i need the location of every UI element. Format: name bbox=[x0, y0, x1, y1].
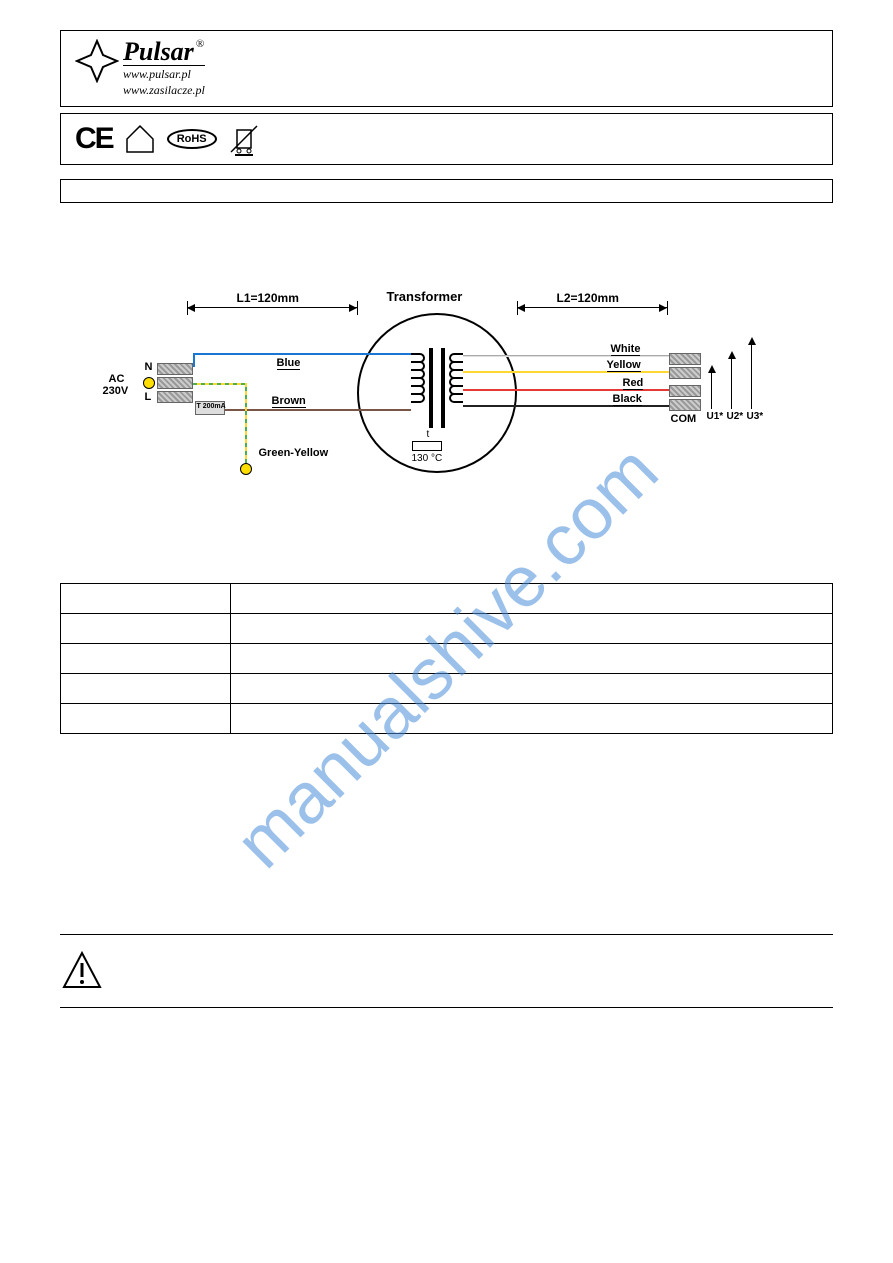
wire-brown-label: Brown bbox=[272, 395, 306, 408]
registered-mark: ® bbox=[196, 38, 204, 50]
dim-tick-4 bbox=[667, 301, 668, 315]
warning-section bbox=[60, 934, 833, 1008]
230v-label: 230V bbox=[103, 385, 129, 397]
n-label: N bbox=[145, 361, 153, 373]
wire-white-label: White bbox=[611, 343, 641, 356]
dimension-label-l1: L1=120mm bbox=[237, 291, 299, 305]
fuse-rating-label: T 200mA bbox=[197, 403, 226, 410]
wire-green-yellow-h bbox=[193, 383, 247, 385]
dim-tick-1 bbox=[187, 301, 188, 315]
wire-blue-label: Blue bbox=[277, 357, 301, 370]
brand-url-2: www.zasilacze.pl bbox=[123, 82, 205, 98]
dimension-arrow-l1 bbox=[187, 307, 357, 308]
table-cell bbox=[61, 704, 231, 734]
table-cell bbox=[61, 644, 231, 674]
wire-green-yellow-v bbox=[245, 383, 247, 463]
logo-text-block: Pulsar® www.pulsar.pl www.zasilacze.pl bbox=[123, 39, 205, 98]
brand-label: Pulsar bbox=[123, 37, 194, 66]
section-heading-bar bbox=[60, 179, 833, 203]
wire-blue-v bbox=[193, 353, 195, 367]
wire-red-label: Red bbox=[623, 377, 644, 390]
u3-arrow-icon bbox=[751, 343, 752, 409]
l-label: L bbox=[145, 391, 152, 403]
dim-tick-2 bbox=[357, 301, 358, 315]
table-cell bbox=[230, 704, 832, 734]
compliance-box: CE RoHS bbox=[60, 113, 833, 165]
thermal-fuse-icon bbox=[412, 441, 442, 451]
wire-green-yellow-label: Green-Yellow bbox=[259, 447, 329, 459]
header-box: Pulsar® www.pulsar.pl www.zasilacze.pl bbox=[60, 30, 833, 107]
table-row bbox=[61, 644, 833, 674]
parameter-table bbox=[60, 583, 833, 734]
wire-black-label: Black bbox=[613, 393, 642, 406]
pulsar-star-icon bbox=[75, 39, 119, 83]
table-cell bbox=[61, 584, 231, 614]
house-icon bbox=[123, 122, 157, 156]
table-cell bbox=[230, 614, 832, 644]
table-cell bbox=[230, 584, 832, 614]
table-cell bbox=[61, 674, 231, 704]
transformer-label: Transformer bbox=[387, 289, 463, 304]
primary-coil-icon bbox=[411, 353, 425, 401]
table-row bbox=[61, 584, 833, 614]
table-row bbox=[61, 674, 833, 704]
ce-mark-icon: CE bbox=[75, 122, 113, 156]
u3-label: U3* bbox=[747, 411, 764, 422]
com-label: COM bbox=[671, 413, 697, 425]
wire-brown bbox=[225, 409, 411, 411]
terminal-n-block bbox=[157, 363, 193, 375]
terminal-out-2 bbox=[669, 367, 701, 379]
wire-yellow-label: Yellow bbox=[607, 359, 641, 372]
rohs-badge: RoHS bbox=[167, 129, 217, 149]
thermal-temp-label: 130 °C bbox=[412, 453, 443, 464]
table-row bbox=[61, 704, 833, 734]
table-row bbox=[61, 614, 833, 644]
table-cell bbox=[230, 644, 832, 674]
table-cell bbox=[230, 674, 832, 704]
terminal-l-block bbox=[157, 391, 193, 403]
u2-arrow-icon bbox=[731, 357, 732, 409]
u1-label: U1* bbox=[707, 411, 724, 422]
terminal-out-1 bbox=[669, 353, 701, 365]
dimension-arrow-l2 bbox=[517, 307, 667, 308]
u1-arrow-icon bbox=[711, 371, 712, 409]
table-cell bbox=[61, 614, 231, 644]
core-bar-left bbox=[429, 348, 433, 428]
brand-name: Pulsar® bbox=[123, 39, 205, 65]
secondary-coil-icon bbox=[449, 353, 463, 401]
ac-label: AC bbox=[109, 373, 125, 385]
core-bar-right bbox=[441, 348, 445, 428]
dim-tick-3 bbox=[517, 301, 518, 315]
terminal-out-3 bbox=[669, 385, 701, 397]
thermal-t-label: t bbox=[427, 429, 430, 440]
brand-url-1: www.pulsar.pl bbox=[123, 65, 205, 82]
weee-icon bbox=[227, 122, 261, 156]
terminal-pe-block bbox=[157, 377, 193, 389]
wire-blue bbox=[195, 353, 411, 355]
wiring-diagram: L1=120mm L2=120mm Transformer t 130 °C T… bbox=[127, 253, 767, 523]
ground-symbol-left bbox=[143, 377, 155, 389]
u2-label: U2* bbox=[727, 411, 744, 422]
ground-symbol-gy bbox=[240, 463, 252, 475]
dimension-label-l2: L2=120mm bbox=[557, 291, 619, 305]
terminal-out-4 bbox=[669, 399, 701, 411]
logo-row: Pulsar® www.pulsar.pl www.zasilacze.pl bbox=[75, 39, 818, 98]
warning-icon bbox=[60, 949, 104, 993]
